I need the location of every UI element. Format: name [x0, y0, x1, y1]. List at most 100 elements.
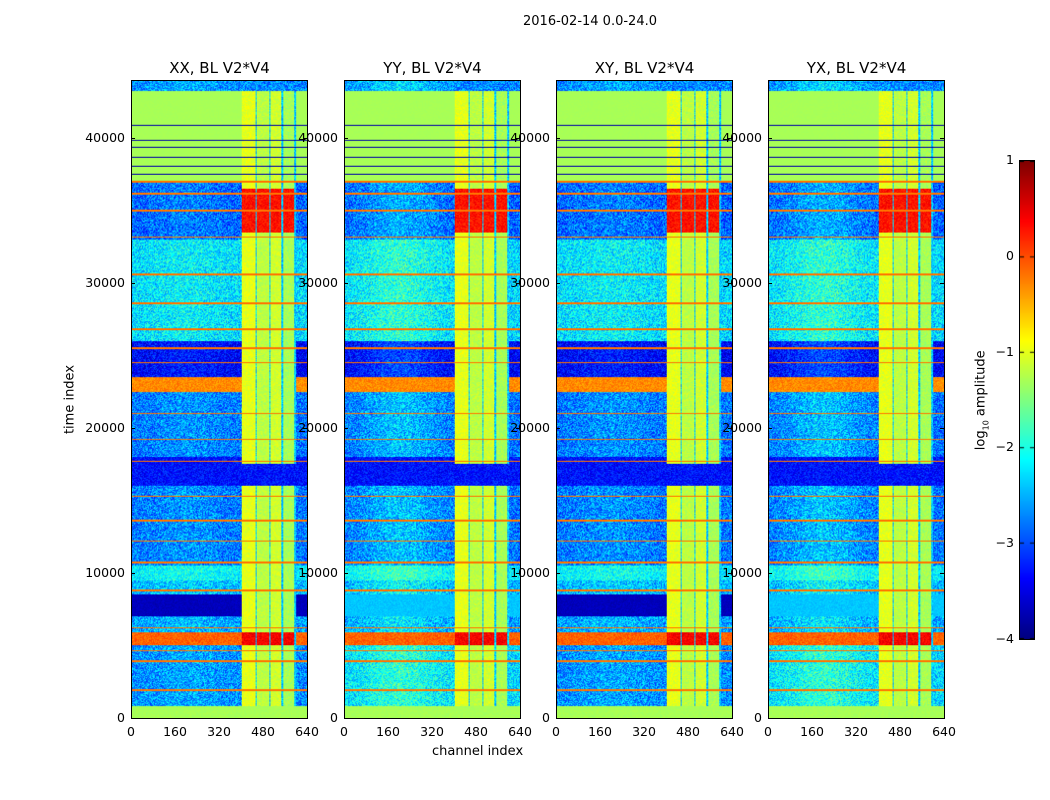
y-tick [303, 138, 307, 139]
colorbar-tick-label: −2 [995, 439, 1014, 455]
heatmap-axes [556, 80, 733, 719]
y-tick [556, 718, 560, 719]
y-tick [556, 283, 560, 284]
y-tick-label: 40000 [298, 130, 338, 145]
y-tick [516, 573, 520, 574]
y-tick [516, 283, 520, 284]
x-tick-label: 160 [163, 724, 187, 739]
x-tick-label: 640 [508, 724, 532, 739]
y-tick-label: 10000 [510, 565, 550, 580]
y-tick [768, 573, 772, 574]
x-tick-label: 480 [251, 724, 275, 739]
x-tick-label: 0 [552, 724, 560, 739]
y-tick-label: 10000 [85, 565, 125, 580]
y-tick [344, 138, 348, 139]
figure-title: 2016-02-14 0.0-24.0 [523, 14, 657, 29]
y-tick-label: 20000 [510, 420, 550, 435]
x-tick-label: 160 [376, 724, 400, 739]
heatmap-image [132, 81, 307, 718]
y-tick-label: 10000 [722, 565, 762, 580]
x-tick-label: 320 [207, 724, 231, 739]
y-tick [768, 428, 772, 429]
y-tick [768, 718, 772, 719]
colorbar-tick-label: −3 [995, 535, 1014, 551]
y-tick [768, 138, 772, 139]
x-tick-label: 160 [588, 724, 612, 739]
y-tick [516, 428, 520, 429]
x-tick-label: 160 [800, 724, 824, 739]
y-tick [131, 428, 135, 429]
y-tick-label: 30000 [722, 275, 762, 290]
y-tick [303, 428, 307, 429]
x-tick-label: 0 [764, 724, 772, 739]
heatmap-axes [344, 80, 521, 719]
y-tick [131, 138, 135, 139]
y-tick-label: 0 [117, 710, 125, 725]
y-tick-label: 20000 [722, 420, 762, 435]
y-tick [131, 718, 135, 719]
y-tick [940, 718, 944, 719]
colorbar-tick-label: −4 [995, 631, 1014, 646]
x-tick-label: 480 [676, 724, 700, 739]
panel-title: YX, BL V2*V4 [806, 59, 907, 77]
y-tick [728, 573, 732, 574]
y-tick [556, 138, 560, 139]
x-tick-label: 480 [464, 724, 488, 739]
panel-title: YY, BL V2*V4 [383, 59, 482, 77]
y-tick [728, 283, 732, 284]
heatmap-image [557, 81, 732, 718]
y-tick [344, 718, 348, 719]
y-tick-label: 30000 [85, 275, 125, 290]
y-tick-label: 0 [542, 710, 550, 725]
x-axis-label: channel index [432, 744, 524, 759]
y-tick-label: 10000 [298, 565, 338, 580]
y-tick [728, 428, 732, 429]
x-tick-label: 640 [720, 724, 744, 739]
y-tick-label: 20000 [298, 420, 338, 435]
y-tick [303, 283, 307, 284]
x-tick-label: 480 [888, 724, 912, 739]
x-tick-label: 640 [295, 724, 319, 739]
y-tick [516, 718, 520, 719]
colorbar-label-rest: amplitude [973, 350, 989, 421]
y-tick [940, 138, 944, 139]
y-tick [344, 283, 348, 284]
y-tick [344, 428, 348, 429]
x-tick-label: 320 [632, 724, 656, 739]
panel-title: XY, BL V2*V4 [594, 59, 695, 77]
y-tick [303, 573, 307, 574]
heatmap-axes [768, 80, 945, 719]
y-tick-label: 40000 [510, 130, 550, 145]
panel-title: XX, BL V2*V4 [169, 59, 270, 77]
y-tick-label: 30000 [510, 275, 550, 290]
y-tick-label: 40000 [722, 130, 762, 145]
x-tick-label: 640 [932, 724, 956, 739]
y-tick [940, 428, 944, 429]
x-tick-label: 0 [340, 724, 348, 739]
y-tick [768, 283, 772, 284]
x-tick-label: 320 [420, 724, 444, 739]
colorbar-tick-label: 1 [1006, 152, 1014, 167]
y-tick [516, 138, 520, 139]
y-tick [556, 428, 560, 429]
y-tick [131, 573, 135, 574]
y-tick [940, 573, 944, 574]
x-tick-label: 320 [844, 724, 868, 739]
colorbar-tick-label: −1 [995, 343, 1014, 359]
y-tick [728, 138, 732, 139]
y-tick-label: 0 [330, 710, 338, 725]
y-tick [728, 718, 732, 719]
y-tick-label: 30000 [298, 275, 338, 290]
y-tick [556, 573, 560, 574]
y-tick-label: 40000 [85, 130, 125, 145]
y-tick [303, 718, 307, 719]
heatmap-axes [131, 80, 308, 719]
y-tick [344, 573, 348, 574]
colorbar-tick-label: 0 [1006, 247, 1014, 263]
y-tick-label: 0 [754, 710, 762, 725]
y-tick-label: 20000 [85, 420, 125, 435]
x-tick-label: 0 [127, 724, 135, 739]
colorbar [1019, 160, 1035, 640]
y-tick [940, 283, 944, 284]
